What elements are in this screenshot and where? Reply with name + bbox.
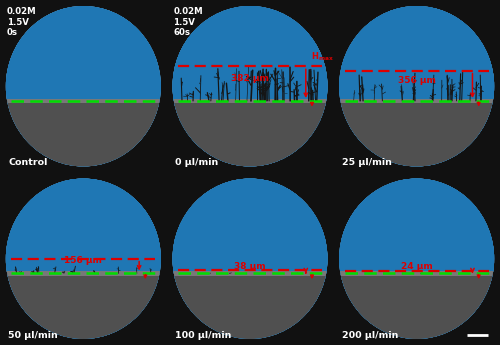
Text: 24 μm: 24 μm — [401, 263, 432, 272]
Circle shape — [172, 179, 328, 339]
Circle shape — [339, 179, 494, 339]
Circle shape — [6, 6, 161, 167]
Circle shape — [339, 179, 494, 339]
Circle shape — [6, 179, 161, 339]
Circle shape — [339, 179, 494, 339]
Circle shape — [172, 6, 328, 167]
Text: H$_\mathregular{max}$: H$_\mathregular{max}$ — [311, 50, 334, 63]
Circle shape — [6, 6, 161, 167]
Circle shape — [339, 6, 494, 167]
Text: 200 μl/min: 200 μl/min — [342, 331, 398, 340]
Bar — [339, 271, 494, 276]
Bar — [172, 273, 328, 345]
Text: 156 μm: 156 μm — [64, 256, 102, 265]
Circle shape — [6, 179, 161, 339]
Bar — [172, 99, 328, 103]
Circle shape — [339, 6, 494, 167]
Text: 0.02M
1.5V
60s: 0.02M 1.5V 60s — [174, 7, 203, 37]
Text: 100 μl/min: 100 μl/min — [175, 331, 232, 340]
Circle shape — [339, 6, 494, 167]
Circle shape — [172, 179, 328, 339]
Circle shape — [172, 179, 328, 339]
Text: 0.02M
1.5V
0s: 0.02M 1.5V 0s — [6, 7, 36, 37]
Text: 382 μm: 382 μm — [231, 74, 269, 83]
Circle shape — [6, 6, 161, 167]
Circle shape — [172, 6, 328, 167]
Circle shape — [172, 6, 328, 167]
Bar — [6, 271, 161, 276]
Text: 25 μl/min: 25 μl/min — [342, 158, 392, 167]
Bar — [6, 273, 161, 345]
Bar — [6, 101, 161, 172]
Bar — [6, 99, 161, 103]
Circle shape — [339, 6, 494, 167]
Bar — [172, 271, 328, 276]
Circle shape — [172, 6, 328, 167]
Bar — [339, 99, 494, 103]
Bar — [339, 101, 494, 172]
Circle shape — [339, 179, 494, 339]
Bar — [339, 273, 494, 345]
Text: 50 μl/min: 50 μl/min — [8, 331, 58, 340]
Text: 356 μm: 356 μm — [398, 76, 436, 85]
Circle shape — [172, 6, 328, 167]
Text: 0 μl/min: 0 μl/min — [175, 158, 218, 167]
Circle shape — [6, 179, 161, 339]
Circle shape — [339, 6, 494, 167]
Circle shape — [6, 179, 161, 339]
Text: Control: Control — [8, 158, 48, 167]
Circle shape — [172, 179, 328, 339]
Text: 38 μm: 38 μm — [234, 262, 266, 271]
Circle shape — [172, 179, 328, 339]
Circle shape — [6, 179, 161, 339]
Circle shape — [6, 6, 161, 167]
Bar — [172, 101, 328, 172]
Circle shape — [339, 179, 494, 339]
